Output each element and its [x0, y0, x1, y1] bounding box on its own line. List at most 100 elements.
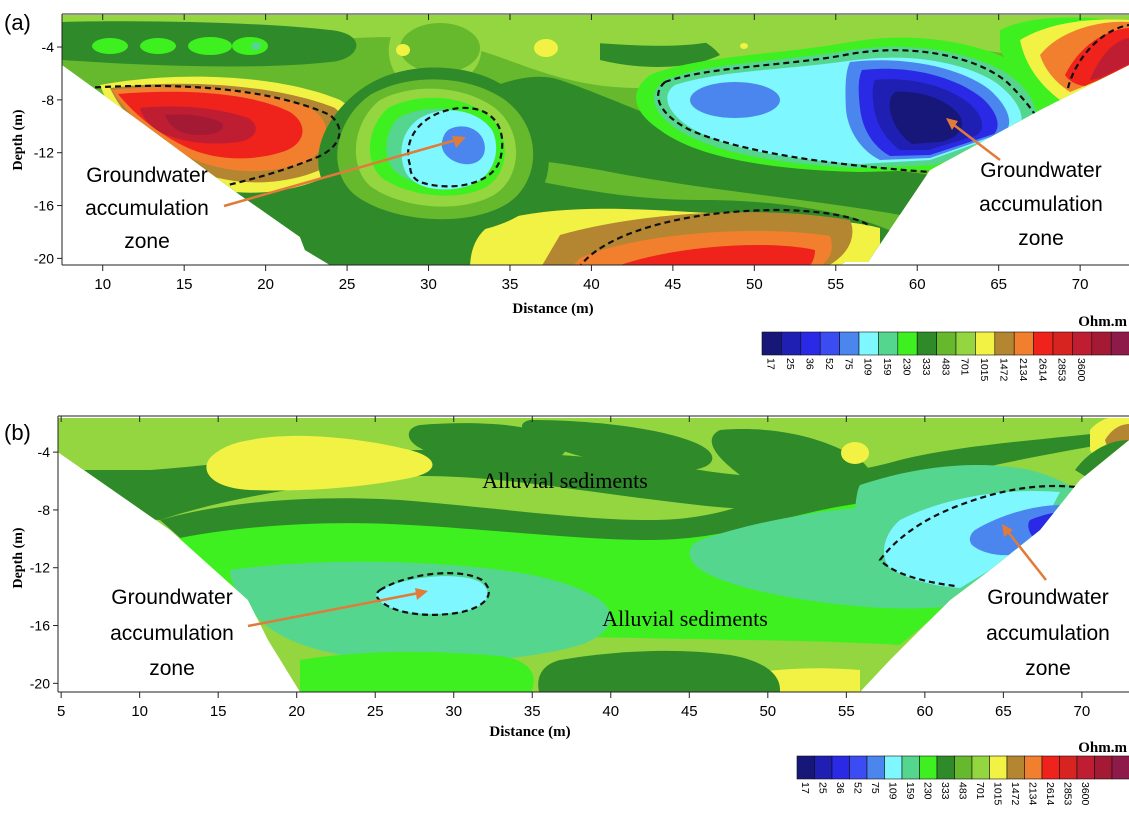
legend-value-label: 2853: [1056, 358, 1068, 382]
svg-text:accumulation: accumulation: [979, 193, 1103, 216]
legend-value-label: 333: [920, 358, 932, 376]
svg-text:accumulation: accumulation: [986, 622, 1110, 645]
x-tick-label: 30: [445, 703, 462, 720]
legend-swatch: [897, 331, 918, 356]
svg-text:zone: zone: [1025, 657, 1071, 680]
legend-swatch: [819, 331, 840, 356]
legend-swatch: [919, 755, 938, 780]
color-legend-b: Ohm.m 17 25 36 52 75 109 159 230 333 483 701 1015 14…: [796, 740, 1129, 806]
y-tick-label: -4: [38, 444, 51, 460]
legend-swatch: [814, 755, 833, 780]
resistivity-field-b: [58, 418, 1129, 692]
legend-swatch: [936, 331, 957, 356]
x-tick-label: 60: [909, 276, 926, 293]
legend-value-label: 52: [851, 782, 863, 794]
y-tick-label: -8: [38, 502, 51, 518]
legend-swatch: [1110, 331, 1129, 356]
legend-swatch: [975, 331, 996, 356]
x-tick-label: 5: [57, 703, 65, 720]
annotation-a-right: Groundwater accumulation zone: [946, 118, 1103, 250]
x-tick-label: 50: [746, 276, 763, 293]
y-tick-label: -4: [42, 39, 55, 55]
y-tick-label: -16: [34, 198, 54, 214]
legend-value-label: 701: [959, 358, 971, 376]
x-tick-label: 15: [176, 276, 193, 293]
panel-label-a: (a): [4, 10, 31, 35]
color-legend-a: Ohm.m 17 25 36 52 75 109 159 230 333 483 701 1015 14…: [761, 314, 1129, 382]
legend-swatch: [800, 331, 821, 356]
legend-value-label: 483: [939, 358, 951, 376]
legend-swatch: [849, 755, 868, 780]
legend-value-label: 3600: [1079, 782, 1091, 806]
legend-swatch: [781, 331, 802, 356]
legend-swatch: [1091, 331, 1112, 356]
legend-value-label: 2614: [1044, 782, 1056, 806]
legend-unit-a: Ohm.m: [1078, 314, 1127, 330]
legend-value-label: 17: [799, 782, 811, 794]
legend-swatch: [936, 755, 955, 780]
y-axis-label-b: Depth (m): [11, 527, 26, 588]
svg-text:Groundwater: Groundwater: [980, 159, 1101, 182]
legend-value-label: 109: [886, 782, 898, 800]
legend-value-label: 2134: [1017, 358, 1029, 382]
x-tick-label: 60: [917, 703, 934, 720]
legend-swatch: [901, 755, 920, 780]
x-tick-label: 15: [210, 703, 227, 720]
legend-swatch: [858, 331, 879, 356]
svg-text:accumulation: accumulation: [110, 622, 234, 645]
svg-text:accumulation: accumulation: [85, 197, 209, 220]
alluvial-label-upper: Alluvial sediments: [482, 468, 648, 493]
x-tick-label: 55: [838, 703, 855, 720]
legend-unit-b: Ohm.m: [1078, 740, 1127, 756]
svg-text:Groundwater: Groundwater: [111, 586, 232, 609]
legend-value-label: 159: [881, 358, 893, 376]
x-tick-label: 25: [339, 276, 356, 293]
svg-text:zone: zone: [149, 657, 195, 680]
legend-value-label: 1472: [1009, 782, 1021, 806]
legend-swatch: [1013, 331, 1034, 356]
y-axis-label-a: Depth (m): [11, 109, 26, 170]
legend-value-label: 483: [956, 782, 968, 800]
axes-a: 10 15 20 25 30 35 40 45 50 55 60 65 70 -4 -8 -12 -16 -20: [34, 13, 1129, 293]
panel-label-b: (b): [4, 420, 31, 445]
legend-value-label: 36: [804, 358, 816, 370]
legend-value-label: 230: [921, 782, 933, 800]
legend-value-label: 109: [862, 358, 874, 376]
x-tick-label: 50: [759, 703, 776, 720]
legend-value-label: 1472: [998, 358, 1010, 382]
legend-value-label: 75: [842, 358, 854, 370]
x-tick-label: 35: [502, 276, 519, 293]
y-tick-label: -12: [30, 560, 50, 576]
x-tick-label: 65: [995, 703, 1012, 720]
legend-swatch: [1006, 755, 1025, 780]
x-tick-label: 10: [131, 703, 148, 720]
x-tick-label: 45: [665, 276, 682, 293]
legend-swatch: [1076, 755, 1095, 780]
annotation-b-right: Groundwater accumulation zone: [986, 524, 1110, 680]
legend-swatch: [796, 755, 815, 780]
x-tick-label: 45: [681, 703, 698, 720]
x-tick-label: 35: [524, 703, 541, 720]
legend-swatch: [971, 755, 990, 780]
svg-text:Groundwater: Groundwater: [987, 586, 1108, 609]
y-tick-label: -12: [34, 145, 54, 161]
legend-value-label: 52: [823, 358, 835, 370]
legend-value-label: 1015: [991, 782, 1003, 806]
x-axis-label-b: Distance (m): [489, 724, 570, 740]
legend-swatch: [1052, 331, 1073, 356]
x-tick-label: 30: [420, 276, 437, 293]
legend-value-label: 17: [765, 358, 777, 370]
legend-swatch: [831, 755, 850, 780]
x-tick-label: 70: [1074, 703, 1091, 720]
alluvial-label-lower: Alluvial sediments: [602, 606, 768, 631]
legend-value-label: 2614: [1036, 358, 1048, 382]
x-tick-label: 55: [827, 276, 844, 293]
x-tick-label: 70: [1072, 276, 1089, 293]
x-tick-label: 40: [602, 703, 619, 720]
legend-swatch: [955, 331, 976, 356]
legend-value-label: 3600: [1075, 358, 1087, 382]
y-tick-label: -8: [42, 92, 55, 108]
legend-value-label: 36: [834, 782, 846, 794]
